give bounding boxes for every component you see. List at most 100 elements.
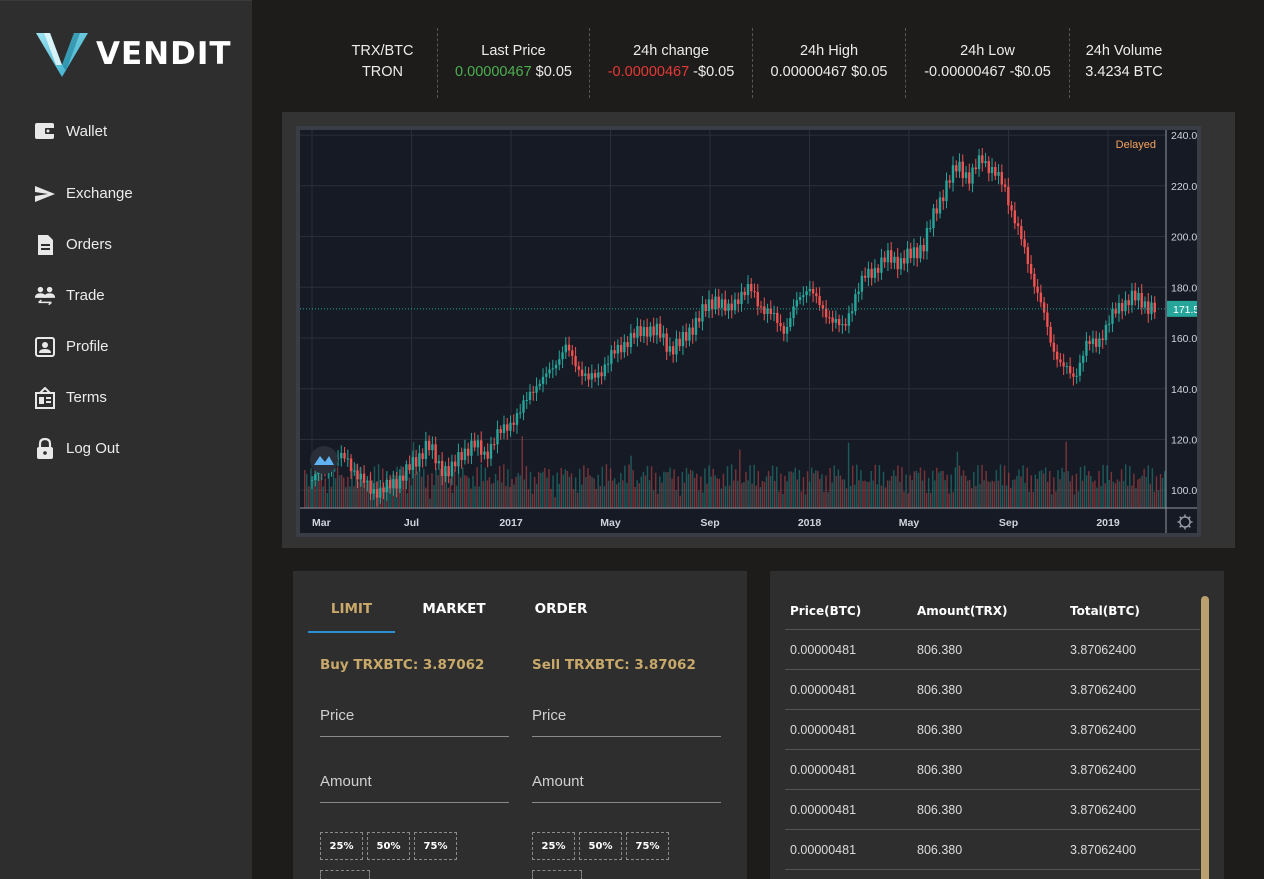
volume-bar [710,476,712,508]
table-row[interactable]: 0.00000481 806.380 3.87062400 [785,670,1200,710]
volume-bar [371,480,374,508]
buy-100-percent-button[interactable] [320,870,370,879]
x-tick-label: 2019 [1096,517,1120,529]
high-label: 24h High [799,43,859,59]
sidebar-item-wallet[interactable]: Wallet [34,117,234,145]
candle-body [444,466,447,477]
column-header-amount: Amount(TRX) [917,603,1008,618]
volume-bar [767,471,770,508]
sell-amount-input[interactable] [532,761,721,803]
table-row[interactable]: 0.00000481 806.380 3.87062400 [785,790,1200,830]
order-book-scrollbar[interactable] [1201,596,1209,879]
volume-bar [474,486,476,508]
volume-bar [882,471,885,508]
candle-body [688,327,691,341]
candle-body [593,373,597,378]
price-chart-svg[interactable]: 240.00 220.00 200.00 180.00 160.00 140.00 120.… [300,130,1197,533]
buy-75-percent-button[interactable]: 75% [414,832,457,860]
sidebar-item-logout[interactable]: Log Out [34,423,234,474]
table-row[interactable]: 0.00000481 806.380 3.87062400 [785,750,1200,790]
candle-body [1140,292,1143,308]
volume-bar [1067,471,1069,508]
sell-100-percent-button[interactable] [532,870,582,879]
candle-body [841,324,844,326]
volume-bar [1159,474,1162,508]
price-chart[interactable]: 240.00 220.00 200.00 180.00 160.00 140.00 120.… [296,126,1201,537]
volume-bar [1016,475,1018,508]
volume-bar [841,479,844,508]
volume-bar [615,484,618,508]
volume-bar [800,491,803,508]
volume-bar [338,475,341,508]
volume-bar [821,474,823,508]
candle-body [362,473,366,483]
volume-bar [704,468,706,508]
candle-body [574,355,577,367]
volume-bar [410,485,413,508]
sidebar-item-profile[interactable]: Profile [34,321,234,372]
volume-bar [445,472,448,508]
sidebar-item-terms[interactable]: Terms [34,372,234,423]
candle-body [450,461,454,477]
volume-bar [966,480,969,508]
candle-body [424,440,428,460]
candle-body [1107,323,1111,325]
volume-bar [1069,481,1071,508]
price-cell: 0.00000481 [790,722,857,737]
volume-bar [418,468,421,508]
sidebar-item-exchange[interactable]: Exchange [34,168,234,219]
volume-bar [915,470,918,508]
candle-body [1078,362,1082,376]
buy-price-input[interactable] [320,695,509,737]
volume-bar [1077,491,1080,508]
candle-body [740,291,743,304]
candle-body [750,284,753,292]
table-row[interactable]: 0.00000481 806.380 3.87062400 [785,830,1200,870]
volume-bar [905,474,907,508]
volume-bar [681,471,684,508]
candle-body [427,440,431,451]
volume-bar [388,485,390,508]
candle-body [580,369,584,376]
volume-bar [724,486,727,508]
volume-bar [954,467,957,508]
volume-bar [1030,475,1032,508]
sell-50-percent-button[interactable]: 50% [579,832,622,860]
candle-body [1020,226,1023,240]
tab-order[interactable]: ORDER [534,601,588,617]
volume-bar [535,483,538,508]
buy-amount-input[interactable] [320,761,509,803]
volume-bar [609,468,612,508]
ticker-pair[interactable]: TRX/BTC TRON [328,28,438,98]
tab-market[interactable]: MARKET [422,601,486,617]
buy-50-percent-button[interactable]: 50% [367,832,410,860]
volume-bar [808,481,811,508]
sidebar-item-trade[interactable]: Trade [34,270,234,321]
buy-25-percent-button[interactable]: 25% [320,832,363,860]
volume-bar [659,476,661,508]
candle-body [616,344,620,354]
tab-limit[interactable]: LIMIT [308,593,395,633]
candle-body [401,475,405,481]
candle-body [919,245,922,259]
table-row[interactable]: 0.00000481 806.380 3.87062400 [785,630,1200,670]
volume-bar [899,481,901,508]
table-row[interactable]: 0.00000481 806.380 3.87062400 [785,710,1200,750]
volume-bar [784,475,786,508]
sell-25-percent-button[interactable]: 25% [532,832,575,860]
sell-price-input[interactable] [532,695,721,737]
candle-body [720,299,724,308]
volume-bar [451,492,454,508]
candle-body [405,464,408,481]
sidebar-item-orders[interactable]: Orders [34,219,234,270]
candle-body [385,479,389,493]
brand-logo[interactable]: VENDIT [36,31,232,77]
y-tick-label: 140.00 [1171,384,1197,396]
candle-body [408,464,411,470]
sell-75-percent-button[interactable]: 75% [626,832,669,860]
volume-bar [640,476,643,508]
candle-body [772,312,776,315]
candle-body [379,487,382,498]
volume-bar [880,485,883,508]
price-cell: 0.00000481 [790,682,857,697]
